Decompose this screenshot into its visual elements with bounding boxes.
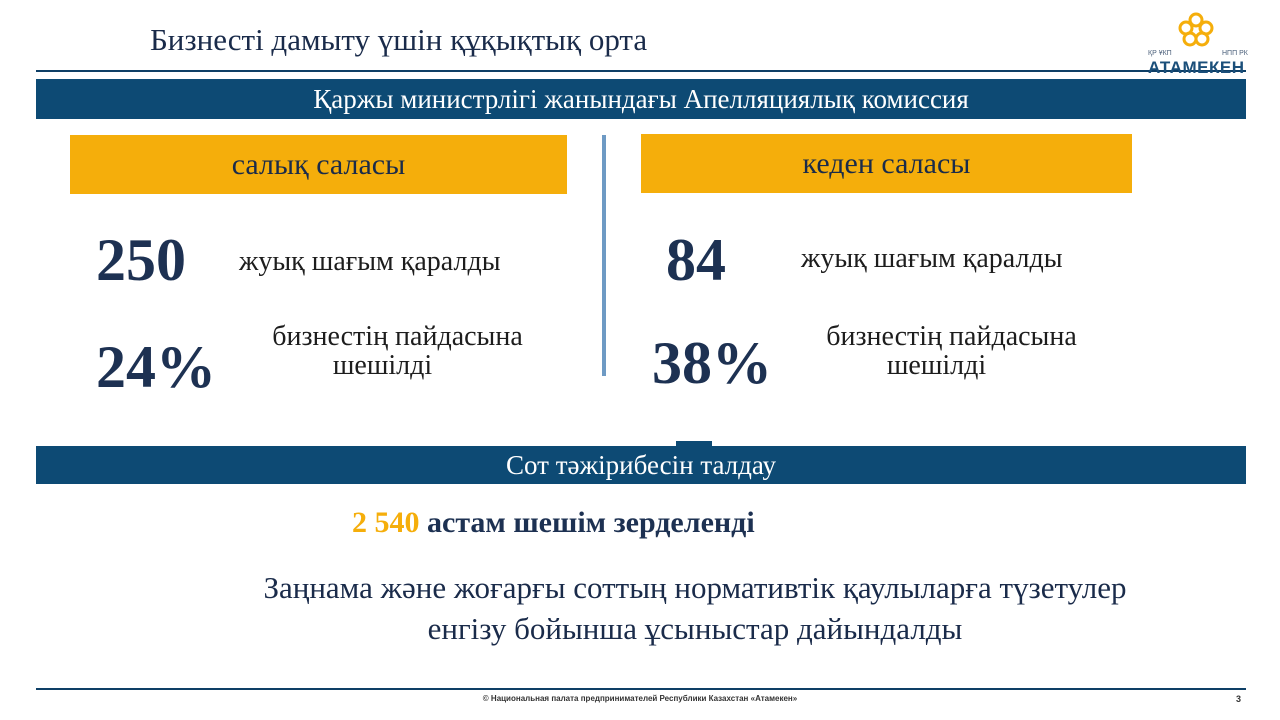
proposals-line2: енгізу бойынша ұсыныстар дайындалды	[427, 610, 963, 646]
proposals-note: Заңнама және жоғарғы соттың нормативтік …	[160, 568, 1230, 650]
tax-percent-line1: бизнестің пайдасына	[272, 321, 523, 352]
customs-complaints-text: жуық шағым қаралды	[801, 243, 1063, 274]
customs-percent-line2: шешілді	[886, 350, 987, 382]
decisions-studied: 2 540 астам шешім зерделенді	[352, 506, 755, 540]
tax-percent: 24%	[96, 334, 216, 400]
customs-complaints-count: 84	[666, 227, 726, 293]
logo-left-caption: ҚР ҰКП	[1148, 50, 1172, 57]
column-divider	[602, 135, 606, 376]
customs-sphere-label: кеден саласы	[641, 134, 1132, 193]
tax-percent-text: бизнестің пайдасына шешілді	[255, 322, 540, 381]
tax-complaints-count: 250	[96, 227, 186, 293]
customs-percent-text: бизнестің пайдасына шешілді	[809, 322, 1094, 381]
customs-percent: 38%	[652, 330, 772, 396]
proposals-line1: Заңнама және жоғарғы соттың нормативтік …	[263, 570, 1127, 605]
tax-sphere-label: салық саласы	[70, 135, 567, 194]
logo-name: АТАМЕКЕН	[1148, 58, 1245, 77]
appeal-commission-heading: Қаржы министрлігі жанындағы Апелляциялық…	[36, 79, 1246, 119]
page-number: 3	[1236, 694, 1242, 704]
footer-copyright: © Национальная палата предпринимателей Р…	[482, 694, 798, 703]
band-notch	[676, 441, 712, 447]
atameken-logo: ҚР ҰКП НПП РК АТАМЕКЕН	[1140, 12, 1252, 77]
logo-right-caption: НПП РК	[1222, 50, 1248, 57]
footer-divider	[36, 688, 1246, 690]
tax-complaints-text: жуық шағым қаралды	[239, 246, 501, 277]
tax-percent-line2: шешілді	[332, 350, 433, 382]
decisions-count: 2 540	[352, 506, 420, 539]
atameken-knot-icon	[1178, 12, 1214, 47]
title-divider	[36, 70, 1246, 72]
court-practice-heading: Сот тәжірибесін талдау	[36, 446, 1246, 484]
decisions-text: астам шешім зерделенді	[427, 506, 755, 539]
customs-percent-line1: бизнестің пайдасына	[826, 321, 1077, 352]
page-title: Бизнесті дамыту үшін құқықтық орта	[150, 22, 648, 57]
